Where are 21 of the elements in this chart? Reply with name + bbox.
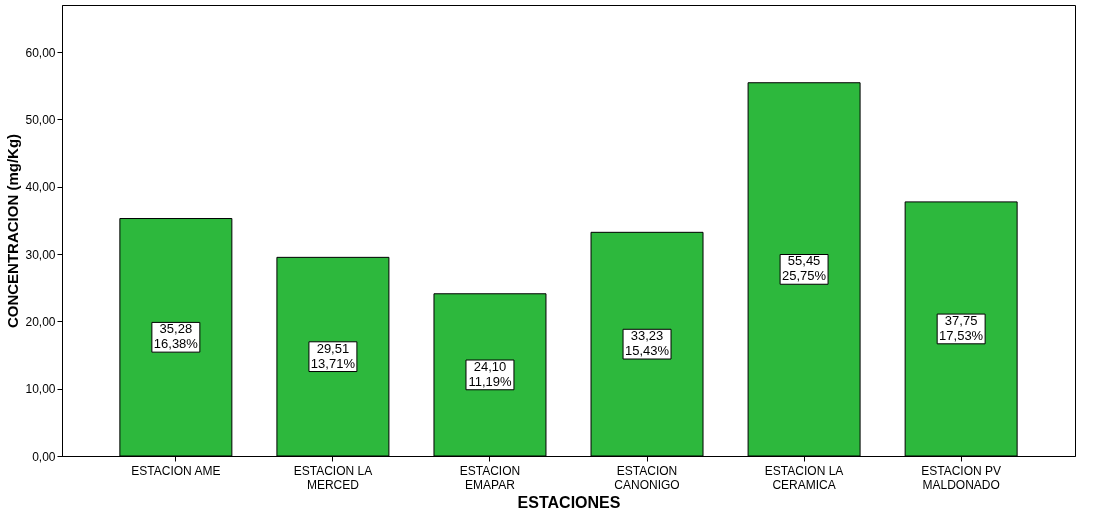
y-tick-label: 0,00 — [32, 449, 56, 464]
x-tick-label: ESTACION CANONIGO — [614, 463, 680, 492]
x-tick-label: ESTACION PV MALDONADO — [921, 463, 1002, 492]
x-tick-label: ESTACION EMAPAR — [459, 463, 521, 492]
x-axis-title: ESTACIONES — [517, 493, 621, 511]
data-label: 24,10 11,19% — [468, 358, 512, 389]
y-tick-label: 40,00 — [25, 180, 56, 195]
x-tick-label: ESTACION LA MERCED — [293, 463, 373, 492]
y-tick-label: 20,00 — [25, 314, 56, 329]
y-tick-label: 50,00 — [25, 112, 56, 127]
data-label: 35,28 16,38% — [153, 321, 199, 352]
y-tick-label: 60,00 — [25, 45, 56, 60]
data-label: 37,75 17,53% — [939, 312, 984, 343]
x-tick-label: ESTACION LA CERAMICA — [764, 463, 844, 492]
y-tick-label: 10,00 — [25, 382, 56, 397]
data-label: 29,51 13,71% — [310, 340, 356, 371]
y-tick-label: 30,00 — [25, 247, 56, 262]
x-tick-label: ESTACION AME — [131, 463, 221, 478]
y-axis-title: CONCENTRACION (mg/Kg) — [4, 133, 22, 329]
data-label: 55,45 25,75% — [782, 253, 827, 284]
data-label: 33,23 15,43% — [624, 328, 670, 359]
